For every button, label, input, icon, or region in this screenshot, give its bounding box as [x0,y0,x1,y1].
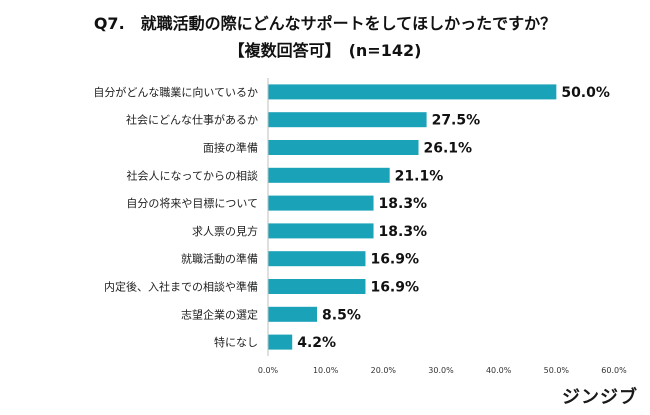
bar [268,84,557,100]
category-label: 内定後、入社までの相談や準備 [104,280,258,294]
value-label: 26.1% [424,141,473,157]
chart-title: Q7. 就職活動の際にどんなサポートをしてほしかったですか？ [93,14,557,33]
value-label: 4.2% [297,335,336,351]
bar [268,112,427,128]
value-label: 21.1% [395,168,444,184]
x-tick-label: 30.0% [428,366,454,375]
value-label: 16.9% [370,280,419,296]
value-label: 8.5% [322,307,361,323]
x-tick-label: 50.0% [544,366,570,375]
value-label: 27.5% [432,113,481,129]
category-label: 就職活動の準備 [181,252,258,266]
x-tick-label: 40.0% [486,366,512,375]
category-label: 志望企業の選定 [181,307,258,321]
value-label: 16.9% [370,252,419,268]
bar [268,251,366,267]
category-label: 求人票の見方 [192,224,258,238]
bar [268,223,374,239]
bar [268,306,318,322]
category-label: 自分の将来や目標について [126,196,258,210]
value-label: 18.3% [379,224,428,240]
brand-logo: ジンジブ [562,387,638,408]
value-label: 18.3% [379,196,428,212]
category-label: 自分がどんな職業に向いているか [93,85,258,99]
bar [268,140,419,155]
category-label: 社会人になってからの相談 [127,168,258,182]
category-label: 面接の準備 [203,141,258,155]
bar [268,195,374,211]
category-label: 社会にどんな仕事があるか [126,113,258,127]
x-tick-label: 60.0% [601,366,627,375]
x-tick-label: 10.0% [313,366,339,375]
chart-subtitle: 【複数回答可】 (n=142) [228,41,422,60]
value-label: 50.0% [561,85,610,101]
bar [268,334,293,350]
category-label: 特になし [214,335,258,349]
x-tick-label: 0.0% [258,366,279,375]
bar [268,279,366,294]
bar [268,167,390,183]
x-tick-label: 20.0% [371,366,397,375]
